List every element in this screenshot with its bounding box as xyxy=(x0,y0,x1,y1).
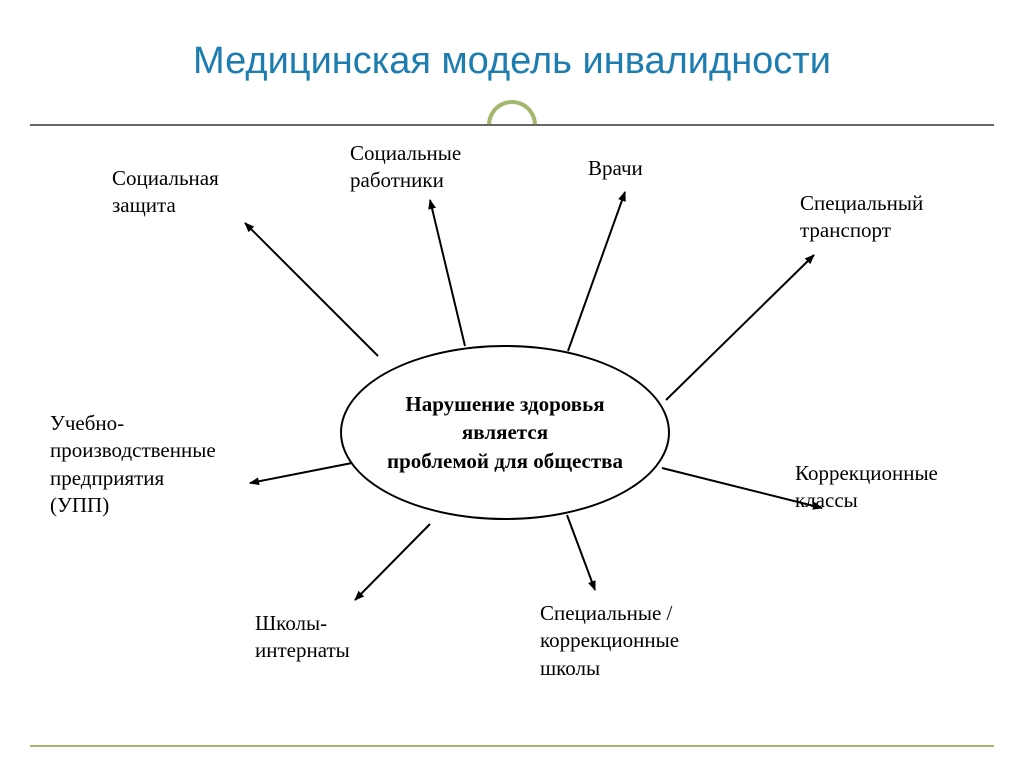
node-special_schools: Специальные /коррекционныешколы xyxy=(540,600,679,682)
node-special_transport: Специальныйтранспорт xyxy=(800,190,923,245)
node-correctional_classes: Коррекционныеклассы xyxy=(795,460,938,515)
arc-decoration-icon xyxy=(487,100,537,125)
slide-title: Медицинская модель инвалидности xyxy=(0,40,1024,83)
arrow-upp xyxy=(250,463,352,483)
node-social_workers: Социальныеработники xyxy=(350,140,461,195)
node-social_protection: Социальнаязащита xyxy=(112,165,219,220)
arrow-social_protection xyxy=(245,223,378,356)
horizontal-rule-bottom xyxy=(30,745,994,747)
slide: Медицинская модель инвалидности Нарушени… xyxy=(0,0,1024,767)
arrow-boarding_schools xyxy=(355,524,430,600)
arrow-special_schools xyxy=(567,515,595,590)
arrow-special_transport xyxy=(666,255,814,400)
node-doctors: Врачи xyxy=(588,155,643,182)
node-boarding_schools: Школы-интернаты xyxy=(255,610,350,665)
arrow-doctors xyxy=(568,192,625,351)
radial-diagram: Нарушение здоровьяявляетсяпроблемой для … xyxy=(0,130,1024,730)
diagram-center-node: Нарушение здоровьяявляетсяпроблемой для … xyxy=(340,345,670,520)
arrow-social_workers xyxy=(430,200,465,346)
horizontal-rule-top xyxy=(30,124,994,126)
diagram-center-label: Нарушение здоровьяявляетсяпроблемой для … xyxy=(387,390,623,475)
node-upp: Учебно-производственныепредприятия(УПП) xyxy=(50,410,216,519)
